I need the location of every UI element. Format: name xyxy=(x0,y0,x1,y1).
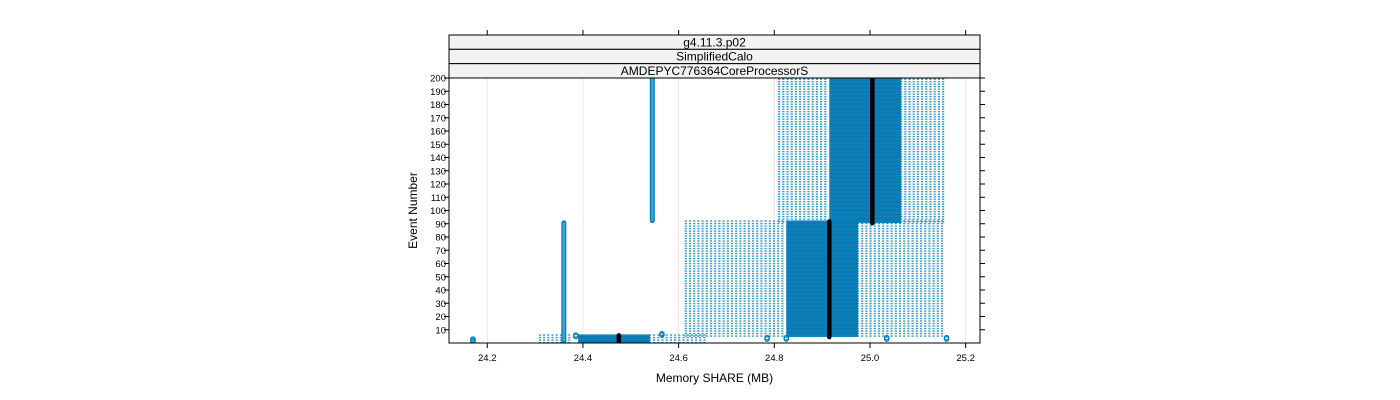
y-tick-label-3: 40 xyxy=(435,286,446,297)
point-block-7 xyxy=(829,78,902,224)
point-block-1-fill xyxy=(578,334,650,343)
point-column-0-highlight xyxy=(562,222,566,342)
y-tick-label-12: 130 xyxy=(430,166,446,177)
point-block-7-texture xyxy=(829,78,902,222)
y-tick-label-10: 110 xyxy=(431,193,446,204)
y-tick-label-0: 10 xyxy=(435,325,446,336)
point-block-5 xyxy=(856,220,944,338)
point-block-6-streaks xyxy=(778,78,827,224)
median-lines xyxy=(616,78,875,343)
point-block-2-streaks xyxy=(648,334,706,343)
x-tick-label-5: 25.2 xyxy=(956,353,975,364)
point-block-8 xyxy=(900,78,945,224)
point-block-3 xyxy=(684,220,784,338)
point-block-1 xyxy=(578,334,650,343)
y-tick-label-14: 150 xyxy=(430,140,446,151)
point-4 xyxy=(572,332,579,338)
strip-2 xyxy=(448,63,981,79)
point-column-1-highlight xyxy=(651,78,654,222)
y-tick-label-7: 80 xyxy=(435,233,446,244)
x-tick-label-0: 24.2 xyxy=(478,353,497,364)
point-block-8-streaks xyxy=(900,78,945,224)
y-tick-label-11: 120 xyxy=(430,180,446,191)
x-tick-label-2: 24.6 xyxy=(669,353,688,364)
point-14 xyxy=(943,334,950,341)
y-tick-label-1: 20 xyxy=(435,312,446,323)
point-block-6 xyxy=(778,78,827,224)
point-column-1 xyxy=(649,78,655,224)
x-tick-label-3: 24.8 xyxy=(765,353,784,364)
point-block-1-texture xyxy=(578,336,650,342)
strip-label-2: AMDEPYC776364CoreProcessorS xyxy=(621,64,808,78)
y-tick-label-9: 100 xyxy=(430,206,446,217)
point-12 xyxy=(883,334,890,341)
y-tick-label-18: 190 xyxy=(430,87,446,98)
x-axis: 24.2 24.4 24.6 24.8 25.0 25.2 xyxy=(478,30,975,364)
y-axis: 10 20 30 40 50 60 70 80 90 100 110 120 130 140 150 160 1… xyxy=(430,74,985,336)
y-tick-label-16: 170 xyxy=(430,113,446,124)
point-2 xyxy=(470,336,476,342)
y-tick-label-5: 60 xyxy=(435,259,446,270)
point-block-5-streaks xyxy=(856,220,944,338)
x-axis-title: Memory SHARE (MB) xyxy=(656,371,773,385)
x-tick-label-1: 24.4 xyxy=(574,353,593,364)
point-block-2 xyxy=(648,334,706,343)
y-tick-label-4: 50 xyxy=(435,272,446,283)
x-tick-label-4: 25.0 xyxy=(861,353,880,364)
point-block-7-fill xyxy=(829,78,902,224)
y-tick-label-19: 200 xyxy=(430,74,446,85)
point-block-4-texture xyxy=(786,222,858,336)
y-tick-label-15: 160 xyxy=(430,127,446,138)
data-points xyxy=(470,78,950,343)
strip-label-0: g4.11.3.p02 xyxy=(683,35,746,49)
y-tick-label-13: 140 xyxy=(430,153,446,164)
point-block-3-streaks xyxy=(684,220,784,338)
strip-label-1: SimplifiedCalo xyxy=(676,50,753,64)
y-tick-label-2: 30 xyxy=(435,299,446,310)
point-8 xyxy=(764,334,770,341)
y-tick-label-17: 180 xyxy=(430,100,446,111)
y-tick-label-8: 90 xyxy=(435,219,446,230)
y-axis-title: Event Number xyxy=(406,172,420,249)
point-column-0 xyxy=(561,220,567,343)
point-block-4-fill xyxy=(786,220,859,338)
point-block-4 xyxy=(786,220,859,338)
point-6 xyxy=(659,330,665,337)
strip-headers: g4.11.3.p02SimplifiedCaloAMDEPYC776364Co… xyxy=(448,34,981,79)
y-tick-label-6: 70 xyxy=(435,246,446,257)
point-10 xyxy=(783,334,790,341)
